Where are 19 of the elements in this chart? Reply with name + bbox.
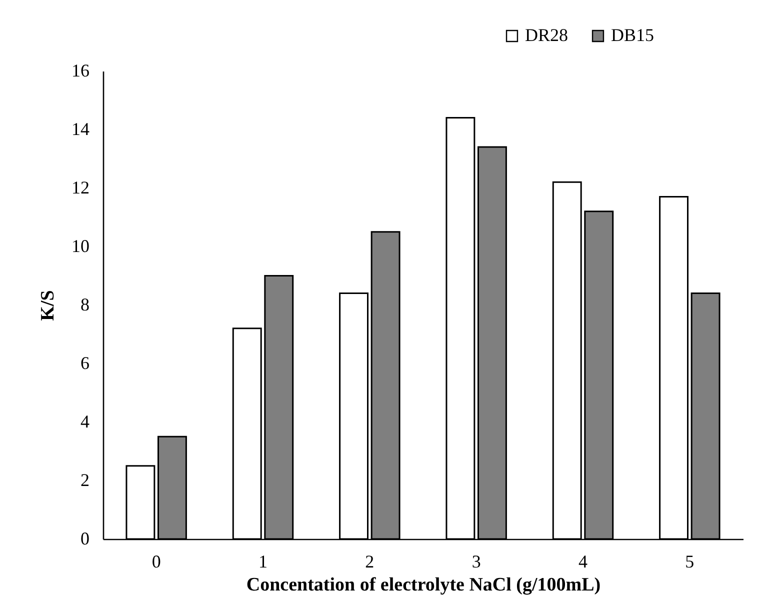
x-tick-label: 3 (472, 552, 481, 572)
x-tick-label: 2 (365, 552, 374, 572)
y-tick-label: 10 (72, 236, 90, 256)
x-tick-label: 5 (685, 552, 694, 572)
legend-label: DB15 (611, 25, 654, 45)
y-tick-label: 0 (80, 528, 90, 548)
y-tick-label: 2 (80, 470, 90, 490)
x-axis-title: Concentation of electrolyte NaCl (g/100mL) (246, 574, 601, 596)
y-tick-label: 8 (80, 294, 90, 314)
y-tick-label: 6 (80, 353, 90, 373)
y-tick-label: 12 (72, 178, 90, 198)
y-axis-title: K/S (38, 290, 58, 321)
x-tick-label: 0 (152, 552, 161, 572)
y-tick-label: 16 (72, 60, 90, 80)
y-tick-label: 4 (80, 412, 90, 432)
y-tick-label: 14 (72, 119, 90, 139)
x-tick-label: 1 (258, 552, 268, 572)
x-tick-label: 4 (578, 552, 588, 572)
legend-label: DR28 (525, 25, 568, 45)
